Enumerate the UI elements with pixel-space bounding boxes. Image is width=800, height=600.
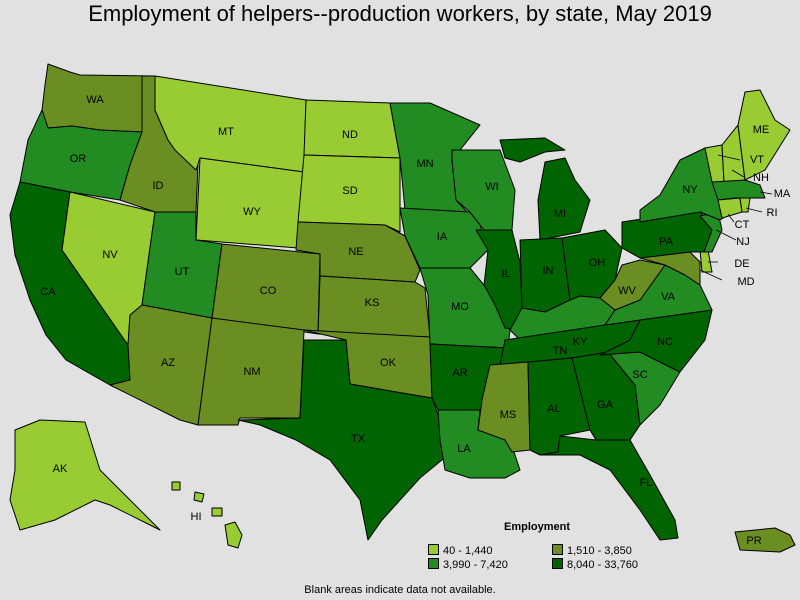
state-wv[interactable] <box>599 259 666 311</box>
state-label-wa: WA <box>86 94 104 106</box>
state-hi[interactable] <box>224 521 243 549</box>
state-label-or: OR <box>70 153 87 165</box>
state-label-ca: CA <box>40 286 56 298</box>
state-label-az: AZ <box>161 357 175 369</box>
state-nc[interactable] <box>599 309 713 373</box>
legend-label: 1,510 - 3,850 <box>567 545 632 557</box>
state-ks[interactable] <box>317 275 431 338</box>
legend-label: 8,040 - 33,760 <box>567 559 638 571</box>
state-label-ri: RI <box>767 207 778 219</box>
state-fl[interactable] <box>539 435 679 541</box>
state-label-oh: OH <box>589 257 606 269</box>
state-label-nd: ND <box>342 129 358 141</box>
state-label-ks: KS <box>365 297 380 309</box>
state-label-fl: FL <box>640 477 653 489</box>
state-label-in: IN <box>543 265 554 277</box>
state-de[interactable] <box>699 249 713 273</box>
state-label-ak: AK <box>53 463 68 475</box>
leader-ma <box>759 191 773 195</box>
legend-swatch-class-4 <box>552 558 563 569</box>
state-wy[interactable] <box>195 157 305 249</box>
legend-title: Employment <box>504 521 571 533</box>
legend: Employment 40 - 1,440 1,510 - 3,850 3,99… <box>428 520 678 576</box>
state-label-me: ME <box>753 124 770 136</box>
state-hi-kauai[interactable] <box>171 481 181 491</box>
state-hi-oahu[interactable] <box>193 491 205 503</box>
state-label-vt: VT <box>750 154 764 166</box>
legend-swatch-class-2 <box>552 544 563 555</box>
state-ak[interactable] <box>9 419 161 531</box>
state-label-il: IL <box>501 268 510 280</box>
legend-label: 3,990 - 7,420 <box>443 559 508 571</box>
state-label-ct: CT <box>735 219 750 231</box>
state-label-de: DE <box>734 258 749 270</box>
state-label-ne: NE <box>348 246 363 258</box>
state-label-ok: OK <box>380 357 397 369</box>
state-label-ga: GA <box>597 399 614 411</box>
state-labels: WA OR CA NV ID MT WY UT AZ CO NM ND SD NE KS OK TX MN IA MO… <box>40 94 791 547</box>
state-label-ms: MS <box>500 409 517 421</box>
state-label-co: CO <box>260 285 277 297</box>
leader-ri <box>745 207 763 213</box>
legend-item-class-1: 40 - 1,440 <box>428 544 493 557</box>
state-tx[interactable] <box>237 339 449 541</box>
leader-nj <box>715 229 737 241</box>
state-label-md: MD <box>737 276 754 288</box>
state-label-nm: NM <box>243 366 260 378</box>
state-label-pa: PA <box>659 236 674 248</box>
leader-md <box>699 269 723 281</box>
state-label-sc: SC <box>632 369 647 381</box>
state-sd[interactable] <box>297 154 401 233</box>
state-label-id: ID <box>153 180 164 192</box>
state-label-pr: PR <box>746 535 761 547</box>
state-label-ny: NY <box>682 184 698 196</box>
state-label-nv: NV <box>102 249 118 261</box>
state-label-sd: SD <box>342 185 357 197</box>
leader-vt <box>717 154 741 161</box>
state-label-mn: MN <box>416 158 433 170</box>
legend-item-class-4: 8,040 - 33,760 <box>552 558 638 571</box>
legend-swatch-class-3 <box>428 558 439 569</box>
state-label-mt: MT <box>218 126 234 138</box>
state-label-al: AL <box>547 403 560 415</box>
legend-item-class-3: 3,990 - 7,420 <box>428 558 508 571</box>
state-mi-lower[interactable] <box>537 157 591 241</box>
state-label-mi: MI <box>554 208 566 220</box>
state-label-tx: TX <box>351 433 366 445</box>
state-me[interactable] <box>737 89 791 181</box>
state-label-la: LA <box>457 443 471 455</box>
state-mi[interactable] <box>499 137 566 163</box>
state-label-ar: AR <box>452 367 467 379</box>
state-label-wi: WI <box>485 181 498 193</box>
footnote: Blank areas indicate data not available. <box>304 584 496 596</box>
state-label-tn: TN <box>553 345 568 357</box>
state-ri[interactable] <box>739 197 751 213</box>
state-label-ut: UT <box>175 266 190 278</box>
state-label-nc: NC <box>657 336 673 348</box>
state-label-ma: MA <box>774 188 791 200</box>
state-label-nh: NH <box>753 172 769 184</box>
legend-swatch-class-1 <box>428 544 439 555</box>
legend-item-class-2: 1,510 - 3,850 <box>552 544 632 557</box>
legend-label: 40 - 1,440 <box>443 545 493 557</box>
state-pr[interactable] <box>734 527 796 553</box>
leader-ct <box>727 213 735 223</box>
leader-nh <box>731 169 745 178</box>
state-label-va: VA <box>661 291 676 303</box>
state-label-ia: IA <box>437 231 448 243</box>
state-label-hi: HI <box>191 511 202 523</box>
map-title: Employment of helpers--production worker… <box>88 1 712 26</box>
state-label-ky: KY <box>573 336 588 348</box>
state-label-nj: NJ <box>736 236 749 248</box>
state-label-mo: MO <box>451 301 469 313</box>
state-hi-maui[interactable] <box>211 507 223 517</box>
state-label-wy: WY <box>243 206 261 218</box>
state-ct[interactable] <box>717 197 743 219</box>
state-label-wv: WV <box>618 285 636 297</box>
